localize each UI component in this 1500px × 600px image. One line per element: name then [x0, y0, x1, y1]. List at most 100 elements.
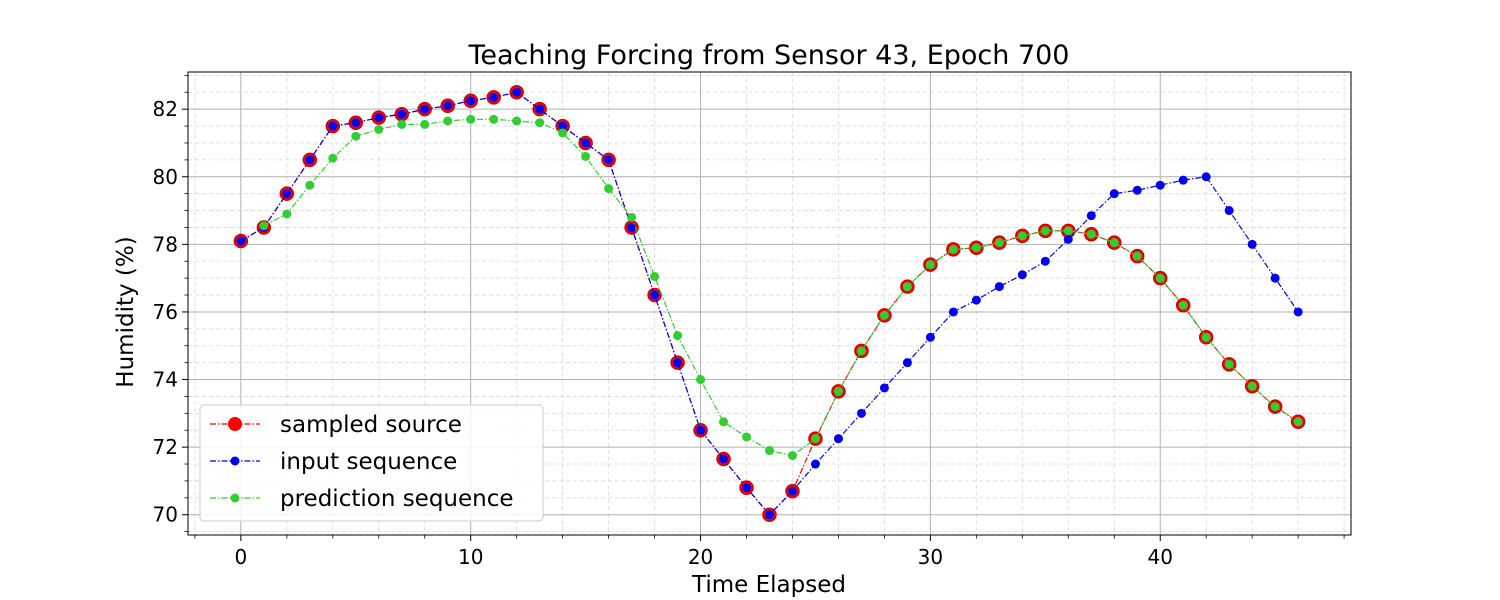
data-point-input-sequence — [810, 459, 820, 469]
y-tick-label: 72 — [153, 435, 178, 459]
data-point-prediction-sequence — [328, 153, 338, 163]
data-point-prediction-sequence — [879, 310, 889, 320]
data-point-prediction-sequence — [1293, 417, 1303, 427]
data-point-input-sequence — [282, 189, 292, 199]
data-point-input-sequence — [696, 425, 706, 435]
data-point-input-sequence — [374, 113, 384, 123]
y-tick-label: 74 — [153, 368, 178, 392]
data-point-prediction-sequence — [765, 446, 774, 456]
legend-marker-sampled-source — [228, 417, 242, 431]
data-point-input-sequence — [512, 87, 522, 97]
data-point-prediction-sequence — [856, 346, 866, 356]
data-point-input-sequence — [443, 101, 453, 111]
legend-label-sampled-source: sampled source — [280, 412, 462, 438]
data-point-input-sequence — [1293, 307, 1303, 317]
data-point-prediction-sequence — [282, 209, 292, 219]
data-point-input-sequence — [581, 138, 591, 148]
data-point-input-sequence — [1224, 206, 1234, 216]
data-point-input-sequence — [650, 290, 660, 300]
data-point-prediction-sequence — [810, 434, 820, 444]
data-point-prediction-sequence — [742, 432, 752, 442]
legend-marker-input-sequence — [230, 456, 240, 466]
data-point-prediction-sequence — [650, 271, 660, 281]
data-point-prediction-sequence — [604, 184, 614, 194]
data-point-prediction-sequence — [833, 386, 843, 396]
data-point-prediction-sequence — [535, 118, 545, 128]
x-tick-label: 10 — [458, 545, 483, 569]
data-point-input-sequence — [1155, 180, 1165, 190]
legend: sampled source input sequence prediction… — [199, 404, 544, 522]
chart-title: Teaching Forcing from Sensor 43, Epoch 7… — [468, 40, 1070, 71]
x-tick-label: 20 — [688, 545, 713, 569]
data-point-input-sequence — [879, 383, 889, 393]
data-point-prediction-sequence — [443, 116, 453, 126]
data-point-prediction-sequence — [1086, 229, 1096, 239]
data-point-prediction-sequence — [1017, 231, 1027, 241]
series-prediction-sequence — [259, 114, 1303, 461]
y-tick-label: 76 — [153, 300, 178, 324]
x-tick-label: 40 — [1148, 545, 1173, 569]
data-point-input-sequence — [305, 155, 315, 165]
data-point-input-sequence — [489, 92, 499, 102]
data-point-prediction-sequence — [420, 119, 430, 129]
data-point-input-sequence — [925, 332, 935, 342]
data-point-prediction-sequence — [397, 119, 407, 129]
y-tick-label: 78 — [153, 232, 178, 256]
data-point-input-sequence — [948, 307, 958, 317]
y-tick-label: 82 — [153, 97, 178, 121]
data-point-input-sequence — [971, 295, 981, 305]
data-point-prediction-sequence — [1247, 381, 1257, 391]
data-point-prediction-sequence — [1224, 359, 1234, 369]
x-axis-label: Time Elapsed — [691, 572, 846, 598]
axis-ticks: 0 10 20 30 40 70 72 74 76 78 80 82 — [153, 74, 1345, 569]
data-point-input-sequence — [236, 236, 246, 246]
data-point-prediction-sequence — [581, 151, 591, 161]
data-point-prediction-sequence — [994, 238, 1004, 248]
legend-marker-prediction-sequence — [230, 493, 240, 503]
legend-label-prediction-sequence: prediction sequence — [280, 486, 514, 512]
data-point-prediction-sequence — [902, 282, 912, 292]
data-point-prediction-sequence — [673, 331, 683, 341]
data-point-prediction-sequence — [627, 212, 637, 222]
data-point-prediction-sequence — [351, 131, 361, 141]
data-point-input-sequence — [351, 118, 361, 128]
data-point-input-sequence — [742, 483, 752, 493]
data-point-prediction-sequence — [719, 417, 729, 427]
data-point-input-sequence — [994, 282, 1004, 292]
data-point-input-sequence — [558, 121, 568, 131]
data-point-prediction-sequence — [466, 114, 476, 124]
data-point-input-sequence — [1109, 189, 1119, 199]
data-point-input-sequence — [1017, 270, 1027, 280]
data-point-input-sequence — [1247, 239, 1257, 249]
series-layer — [233, 85, 1306, 522]
data-point-prediction-sequence — [1201, 332, 1211, 342]
y-tick-label: 70 — [153, 503, 178, 527]
data-point-input-sequence — [1270, 273, 1280, 283]
data-point-input-sequence — [328, 121, 338, 131]
data-point-prediction-sequence — [1040, 226, 1050, 236]
data-point-prediction-sequence — [925, 260, 935, 270]
data-point-input-sequence — [856, 408, 866, 418]
x-tick-label: 0 — [234, 545, 247, 569]
data-point-input-sequence — [902, 358, 912, 368]
data-point-input-sequence — [673, 358, 683, 368]
y-tick-label: 80 — [153, 165, 178, 189]
data-point-input-sequence — [787, 486, 797, 496]
data-point-prediction-sequence — [1109, 238, 1119, 248]
x-tick-label: 30 — [918, 545, 943, 569]
data-point-input-sequence — [535, 104, 545, 114]
series-input-sequence — [236, 87, 1303, 520]
data-point-prediction-sequence — [1270, 402, 1280, 412]
data-point-prediction-sequence — [1155, 273, 1165, 283]
data-point-prediction-sequence — [305, 180, 315, 190]
data-point-input-sequence — [627, 222, 637, 232]
data-point-prediction-sequence — [787, 451, 797, 461]
legend-label-input-sequence: input sequence — [280, 449, 457, 475]
plot-frame — [187, 71, 1352, 536]
data-point-input-sequence — [765, 510, 774, 520]
data-point-prediction-sequence — [948, 244, 958, 254]
data-point-prediction-sequence — [1063, 226, 1073, 236]
data-point-input-sequence — [1040, 256, 1050, 266]
data-point-input-sequence — [1063, 234, 1073, 244]
